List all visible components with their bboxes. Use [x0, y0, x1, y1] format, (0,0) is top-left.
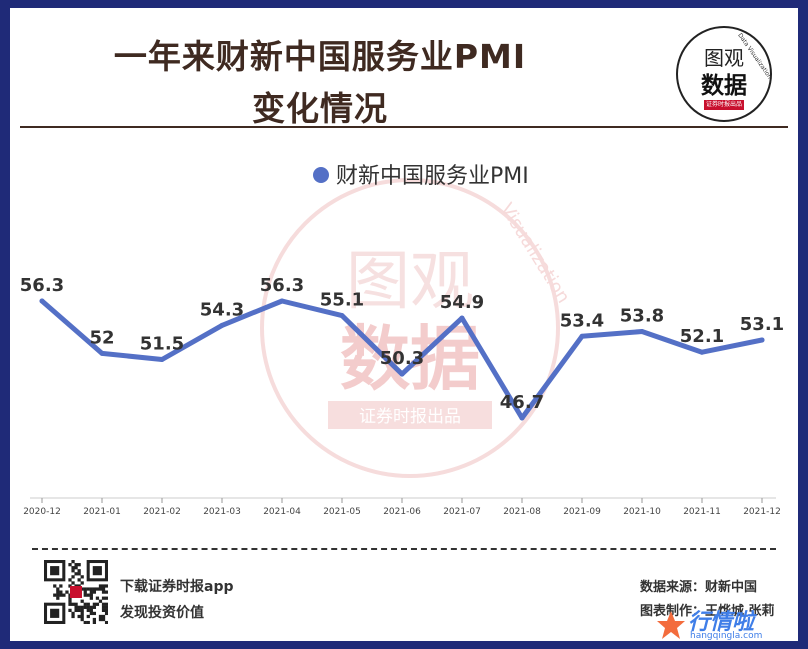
data-point[interactable]	[579, 333, 585, 339]
watermark-arc-text: Visualization	[496, 200, 574, 308]
star-icon	[657, 611, 685, 639]
data-label: 56.3	[20, 275, 64, 296]
data-source: 数据来源：财新中国	[640, 580, 758, 595]
watermark-text-top: 图观	[346, 245, 474, 319]
x-tick-label: 2021-12	[743, 507, 781, 517]
data-label: 52	[89, 327, 114, 348]
chart-legend: 财新中国服务业PMI	[313, 164, 529, 189]
brand-logo: 图观 数据 证券时报出品 Data Visualization	[672, 22, 776, 126]
x-tick-label: 2021-09	[563, 507, 601, 517]
data-label: 52.1	[680, 326, 724, 347]
watermark-tag-box	[328, 401, 492, 429]
x-tick-label: 2021-01	[83, 507, 121, 517]
site-url: hangqingla.com	[690, 631, 763, 641]
data-label: 54.9	[440, 292, 484, 313]
site-watermark: 行情啦 hangqingla.com	[650, 604, 800, 644]
data-point[interactable]	[339, 313, 345, 319]
data-point[interactable]	[279, 298, 285, 304]
chart-card: 一年来财新中国服务业PMI 变化情况 图观 数据 证券时报出品 Data Vis…	[10, 8, 798, 641]
x-tick-label: 2021-11	[683, 507, 721, 517]
watermark-text-bottom: 数据	[340, 318, 480, 400]
line-chart: 图观 数据 证券时报出品 Visualization 财新中国服务业PMI 20…	[20, 164, 784, 517]
legend-label: 财新中国服务业PMI	[336, 164, 529, 189]
x-tick-label: 2021-06	[383, 507, 421, 517]
logo-circle	[676, 26, 772, 122]
chart-credit: 图表制作：王烨城 张莉	[640, 604, 775, 619]
logo-text-top: 图观	[704, 46, 744, 70]
site-name: 行情啦	[688, 610, 755, 635]
chart-title-line-2: 变化情况	[252, 89, 388, 128]
data-point[interactable]	[699, 349, 705, 355]
data-point[interactable]	[159, 357, 165, 362]
x-tick-label: 2021-02	[143, 507, 181, 517]
data-label: 55.1	[320, 290, 364, 311]
x-tick-label: 2021-05	[323, 507, 361, 517]
data-label: 53.8	[620, 305, 664, 326]
footer-divider	[32, 548, 776, 550]
header-divider	[20, 126, 788, 128]
app-slogan-text: 发现投资价值	[120, 605, 204, 621]
x-tick-label: 2021-04	[263, 507, 301, 517]
app-download-text: 下载证券时报app	[120, 579, 234, 595]
x-axis-ticks	[41, 498, 763, 503]
data-label: 56.3	[260, 275, 304, 296]
data-point[interactable]	[399, 371, 405, 377]
watermark: 图观 数据 证券时报出品 Visualization	[260, 178, 574, 478]
data-point[interactable]	[519, 415, 525, 421]
data-label: 46.7	[500, 392, 544, 413]
logo-tag: 证券时报出品	[704, 100, 744, 110]
data-point[interactable]	[99, 350, 105, 356]
data-point[interactable]	[219, 322, 225, 328]
x-tick-label: 2021-07	[443, 507, 481, 517]
data-label: 53.4	[560, 310, 604, 331]
x-tick-label: 2020-12	[23, 507, 61, 517]
watermark-tag: 证券时报出品	[359, 407, 461, 427]
data-label: 53.1	[740, 314, 784, 335]
data-labels: 56.3 52 51.5 54.3 56.3 55.1 50.3 54.9 46.7 53.4 53…	[20, 275, 784, 413]
data-label: 51.5	[140, 334, 184, 355]
data-label: 54.3	[200, 299, 244, 320]
data-point[interactable]	[39, 298, 45, 304]
x-tick-label: 2021-08	[503, 507, 541, 517]
data-point[interactable]	[759, 337, 765, 343]
x-tick-label: 2021-10	[623, 507, 661, 517]
data-points	[39, 298, 765, 421]
data-point[interactable]	[459, 315, 465, 321]
chart-title-line-1: 一年来财新中国服务业PMI	[113, 37, 527, 76]
qr-code-icon[interactable]	[44, 560, 108, 624]
legend-marker	[313, 167, 329, 183]
data-point[interactable]	[639, 328, 645, 334]
x-axis-labels: 2020-12 2021-01 2021-02 2021-03 2021-04 2021-…	[23, 507, 781, 517]
data-label: 50.3	[380, 348, 424, 369]
logo-text-bottom: 数据	[701, 73, 747, 99]
x-tick-label: 2021-03	[203, 507, 241, 517]
